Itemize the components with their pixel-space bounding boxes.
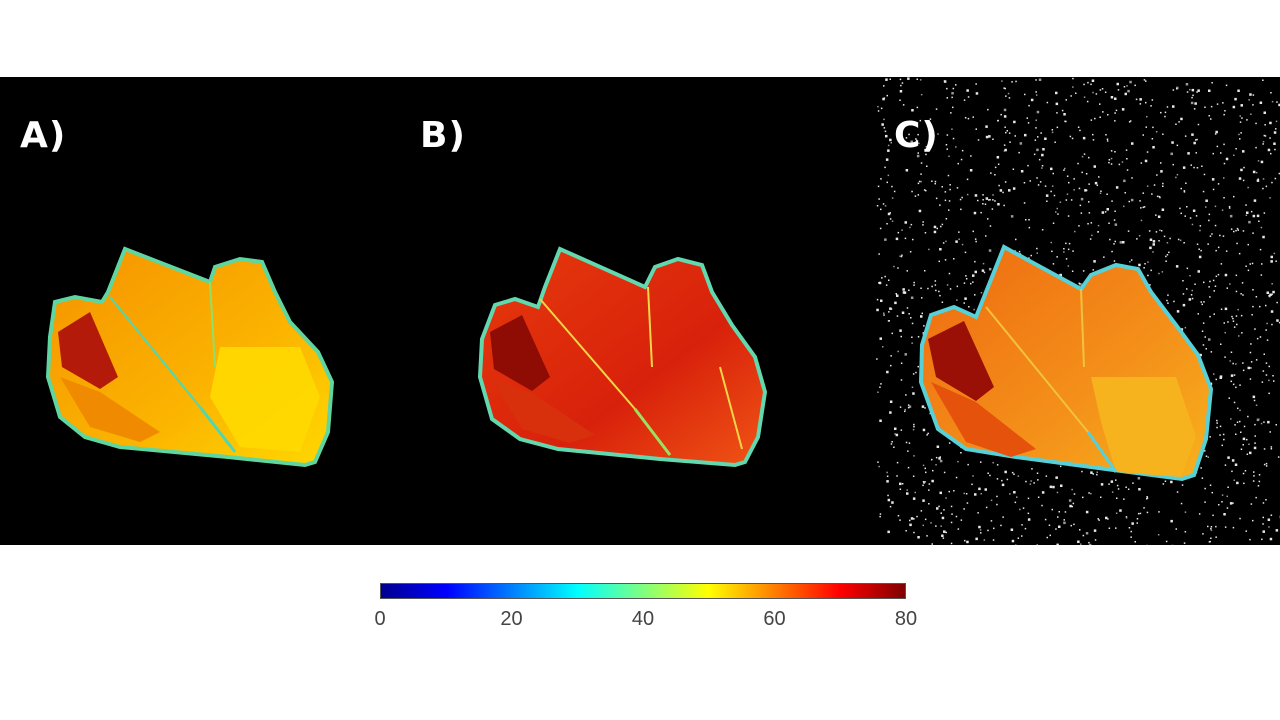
panel-a-image: A) xyxy=(0,77,420,545)
colorbar-tick-label: 20 xyxy=(500,608,523,630)
colorbar-tick-label: 40 xyxy=(631,608,655,630)
panel-b-image: B) xyxy=(420,77,876,545)
tissue-map-c xyxy=(876,77,1280,545)
tissue-map-a xyxy=(45,246,335,468)
panel-c-image: C) xyxy=(876,77,1280,545)
colorbar-tick-label: 60 xyxy=(763,608,786,630)
panel-label-b: B) xyxy=(420,115,466,156)
colorbar-tick-label: 0 xyxy=(374,608,386,630)
panel-label-a: A) xyxy=(20,115,67,156)
panel-label-c: C) xyxy=(894,115,939,156)
tissue-map-b xyxy=(477,246,768,468)
colorbar-tick-label: 80 xyxy=(894,608,918,630)
colorbar xyxy=(380,583,906,599)
